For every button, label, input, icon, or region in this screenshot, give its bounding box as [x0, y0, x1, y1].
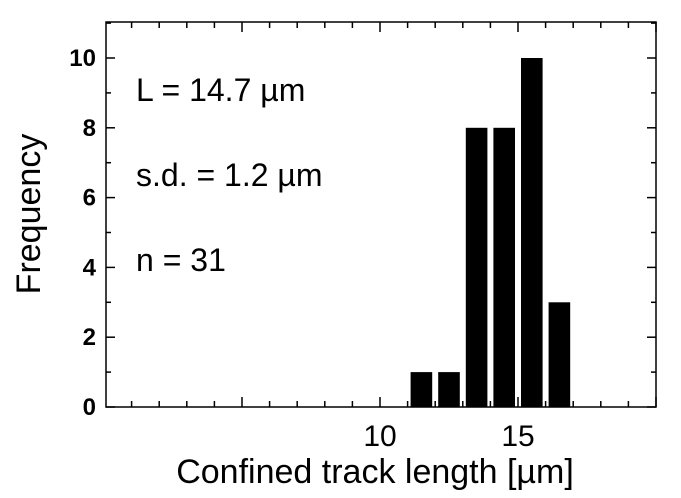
y-tick-label: 8 — [83, 115, 96, 142]
y-tick-label: 4 — [83, 254, 97, 281]
bar — [493, 127, 515, 408]
annotation-count: n = 31 — [136, 242, 226, 278]
axes: 0 2 4 6 8 10 10 15 — [69, 22, 657, 453]
x-tick-label: 10 — [363, 420, 396, 453]
x-tick-label: 15 — [501, 420, 534, 453]
bar — [465, 127, 488, 408]
y-tick-label: 0 — [83, 394, 96, 421]
bar — [521, 58, 543, 407]
bars — [410, 58, 571, 408]
y-tick-label: 10 — [69, 45, 96, 72]
bar — [548, 302, 571, 407]
annotation-standard-deviation: s.d. = 1.2 µm — [136, 157, 323, 193]
y-axis-title: Frequency — [10, 134, 48, 295]
annotation-mean-length: L = 14.7 µm — [136, 72, 305, 108]
bar — [438, 372, 460, 407]
y-tick-label: 6 — [83, 185, 96, 212]
y-tick-label: 2 — [83, 324, 96, 351]
bar — [410, 372, 433, 407]
plot-frame — [105, 21, 657, 408]
x-axis-title: Confined track length [µm] — [176, 453, 574, 491]
